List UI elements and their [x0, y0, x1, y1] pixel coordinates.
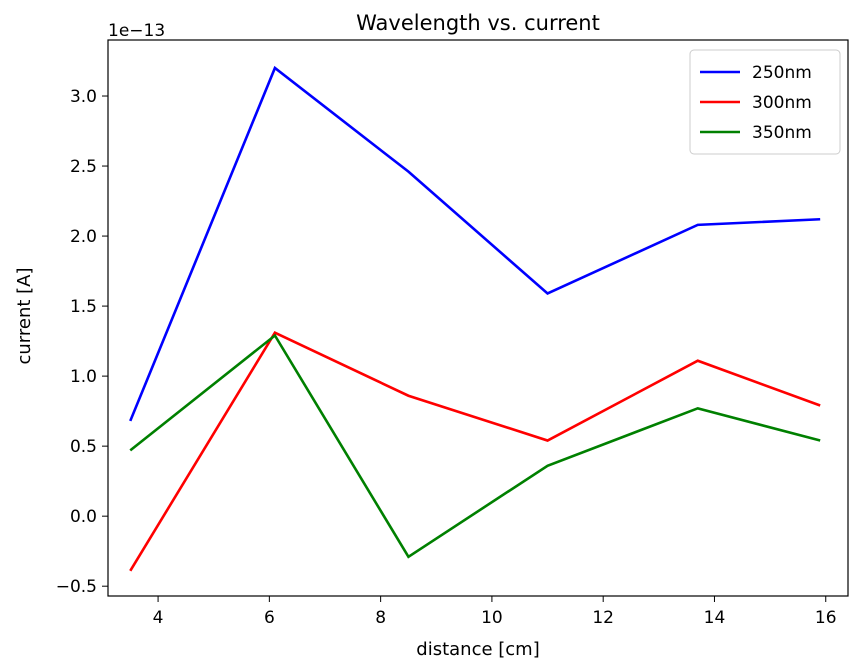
y-tick-label: −0.5 — [56, 577, 97, 597]
y-tick-label: 2.5 — [70, 157, 97, 177]
y-tick-label: 0.0 — [70, 507, 97, 527]
legend-label-300nm: 300nm — [752, 93, 812, 113]
legend-box — [689, 49, 841, 155]
x-tick-label: 6 — [264, 608, 275, 628]
ticks-layer: 4 6 8 10 12 14 16 −0.5 0.0 0.5 1.0 1.5 2.0 2.5 3.0 — [56, 87, 837, 628]
legend-label-250nm: 250nm — [752, 63, 812, 83]
series-layer — [129, 65, 821, 572]
y-axis-label: current [A] — [14, 267, 35, 364]
series-line-350nm — [129, 333, 821, 559]
y-tick-label: 0.5 — [70, 437, 97, 457]
y-tick-label: 3.0 — [70, 87, 97, 107]
y-tick-label: 1.0 — [70, 367, 97, 387]
series-line-300nm — [129, 331, 821, 572]
x-tick-label: 16 — [815, 608, 837, 628]
x-tick-label: 8 — [375, 608, 386, 628]
chart-title: Wavelength vs. current — [356, 11, 600, 35]
y-offset-label: 1e−13 — [108, 21, 165, 41]
legend-label-350nm: 350nm — [752, 123, 812, 143]
legend: 250nm 300nm 350nm — [689, 49, 841, 155]
x-tick-label: 4 — [153, 608, 164, 628]
plot-frame — [107, 39, 849, 597]
x-axis-label: distance [cm] — [416, 639, 539, 660]
series-line-250nm — [129, 65, 821, 422]
y-tick-label: 1.5 — [70, 297, 97, 317]
x-tick-label: 14 — [704, 608, 726, 628]
x-tick-label: 12 — [592, 608, 614, 628]
x-tick-label: 10 — [481, 608, 503, 628]
y-tick-label: 2.0 — [70, 227, 97, 247]
